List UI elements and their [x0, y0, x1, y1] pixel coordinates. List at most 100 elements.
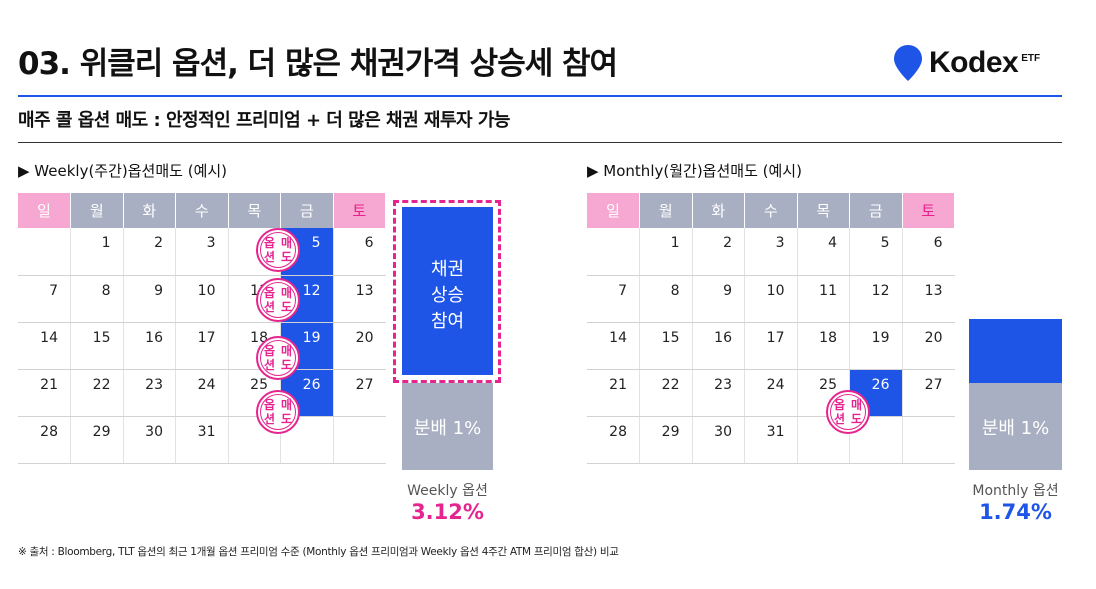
weekday-header: 일 — [587, 193, 640, 228]
calendar-day: 30 — [123, 416, 176, 464]
location-pin-icon — [894, 45, 922, 81]
distribution-bar: 분배 1% — [402, 383, 493, 470]
weekly-section-label: ▶ Weekly(주간)옵션매도 (예시) — [18, 162, 228, 180]
calendar-day: 19 — [849, 322, 903, 370]
calendar-day: 13 — [902, 275, 955, 323]
calendar-day: 24 — [744, 369, 798, 417]
calendar-day: 28 — [587, 416, 640, 464]
calendar-day: 3 — [175, 228, 229, 276]
weekday-header: 수 — [744, 193, 798, 228]
calendar-day: 12 — [849, 275, 903, 323]
weekly-premium-value: 3.12% — [411, 500, 484, 524]
calendar-day: 27 — [333, 369, 386, 417]
calendar-day: 2 — [692, 228, 745, 276]
calendar-week-row: 14 15 16 17 18 19 20 — [587, 322, 955, 370]
calendar-day: 29 — [70, 416, 124, 464]
calendar-day: 21 — [18, 369, 71, 417]
stamp-text: 매도 — [280, 236, 293, 264]
calendar-day: 7 — [587, 275, 640, 323]
monthly-section-label: ▶ Monthly(월간)옵션매도 (예시) — [587, 162, 802, 180]
calendar-day: 21 — [587, 369, 640, 417]
calendar-day: 6 — [902, 228, 955, 276]
calendar-week-row: 28 29 30 31 — [587, 416, 955, 464]
weekday-header: 화 — [692, 193, 745, 228]
kodex-logo: Kodex ETF — [893, 44, 1040, 82]
weekday-header: 수 — [175, 193, 229, 228]
calendar-day: 27 — [902, 369, 955, 417]
calendar-week-row: 21 22 23 24 25 26 27 — [18, 369, 386, 417]
weekday-header: 금 — [280, 193, 334, 228]
calendar-day: 9 — [692, 275, 745, 323]
calendar-day: 14 — [587, 322, 640, 370]
calendar-day: 15 — [70, 322, 124, 370]
weekday-header: 월 — [70, 193, 124, 228]
monthly-caption: Monthly 옵션 — [972, 483, 1059, 499]
calendar-day: 10 — [175, 275, 229, 323]
calendar-day: 15 — [639, 322, 693, 370]
title-divider — [18, 95, 1062, 97]
calendar-day: 3 — [744, 228, 798, 276]
calendar-day: 31 — [744, 416, 798, 464]
bond-rise-label: 채권 — [430, 259, 465, 280]
page-title: 03. 위클리 옵션, 더 많은 채권가격 상승세 참여 — [18, 46, 618, 82]
logo-text: Kodex — [929, 46, 1019, 79]
calendar-day: 18 — [797, 322, 850, 370]
monthly-premium-value: 1.74% — [979, 500, 1052, 524]
calendar-day: 31 — [175, 416, 229, 464]
weekday-header: 토 — [333, 193, 386, 228]
calendar-day — [902, 416, 955, 464]
calendar-day: 2 — [123, 228, 176, 276]
source-footnote: ※ 출처 : Bloomberg, TLT 옵션의 최근 1개월 옵션 프리미엄… — [18, 546, 619, 558]
subtitle: 매주 콜 옵션 매도 : 안정적인 프리미엄 + 더 많은 채권 재투자 가능 — [18, 110, 510, 131]
stamp-text: 매도 — [280, 286, 293, 314]
calendar-day: 1 — [70, 228, 124, 276]
calendar-day: 6 — [333, 228, 386, 276]
calendar-day: 17 — [175, 322, 229, 370]
calendar-day: 5 — [849, 228, 903, 276]
bond-rise-highlight-frame — [393, 200, 501, 383]
stamp-text: 옵션 — [263, 236, 276, 264]
calendar-day — [18, 228, 71, 276]
calendar-day: 11 — [797, 275, 850, 323]
calendar-week-row: 14 15 16 17 18 19 20 — [18, 322, 386, 370]
calendar-day: 8 — [639, 275, 693, 323]
calendar-day: 24 — [175, 369, 229, 417]
stamp-text: 매도 — [280, 344, 293, 372]
calendar-day — [333, 416, 386, 464]
bond-rise-bar: 채권 상승 참여 — [402, 207, 493, 375]
calendar-day: 14 — [18, 322, 71, 370]
subtitle-divider — [18, 142, 1062, 143]
weekday-header: 일 — [18, 193, 71, 228]
calendar-day: 16 — [692, 322, 745, 370]
option-sell-stamp: 옵션 매도 — [256, 336, 300, 380]
calendar-day: 4 — [797, 228, 850, 276]
option-sell-stamp: 옵션 매도 — [826, 390, 870, 434]
calendar-day: 8 — [70, 275, 124, 323]
stamp-text: 옵션 — [263, 286, 276, 314]
calendar-day: 20 — [902, 322, 955, 370]
logo-suffix: ETF — [1021, 52, 1041, 64]
calendar-day: 17 — [744, 322, 798, 370]
calendar-day: 22 — [639, 369, 693, 417]
calendar-day: 23 — [123, 369, 176, 417]
calendar-day: 9 — [123, 275, 176, 323]
stamp-text: 옵션 — [833, 398, 846, 426]
calendar-day: 22 — [70, 369, 124, 417]
calendar-day: 23 — [692, 369, 745, 417]
weekday-header: 금 — [849, 193, 903, 228]
calendar-day: 20 — [333, 322, 386, 370]
weekday-header: 월 — [639, 193, 693, 228]
calendar-day — [587, 228, 640, 276]
bond-rise-label: 참여 — [430, 311, 465, 332]
calendar-day: 1 — [639, 228, 693, 276]
weekly-calendar: 일 월 화 수 목 금 토 12345678910111213141516171… — [18, 193, 386, 464]
calendar-week-row: 28 29 30 31 — [18, 416, 386, 464]
weekday-header: 화 — [123, 193, 176, 228]
weekday-header: 목 — [228, 193, 281, 228]
bond-rise-bar — [969, 319, 1062, 383]
weekday-header: 목 — [797, 193, 850, 228]
stamp-text: 옵션 — [263, 398, 276, 426]
monthly-calendar: 일 월 화 수 목 금 토 1 2 3 4 5 6 7 8 9 10 11 12 13 14 15 16 17 1… — [587, 193, 955, 464]
